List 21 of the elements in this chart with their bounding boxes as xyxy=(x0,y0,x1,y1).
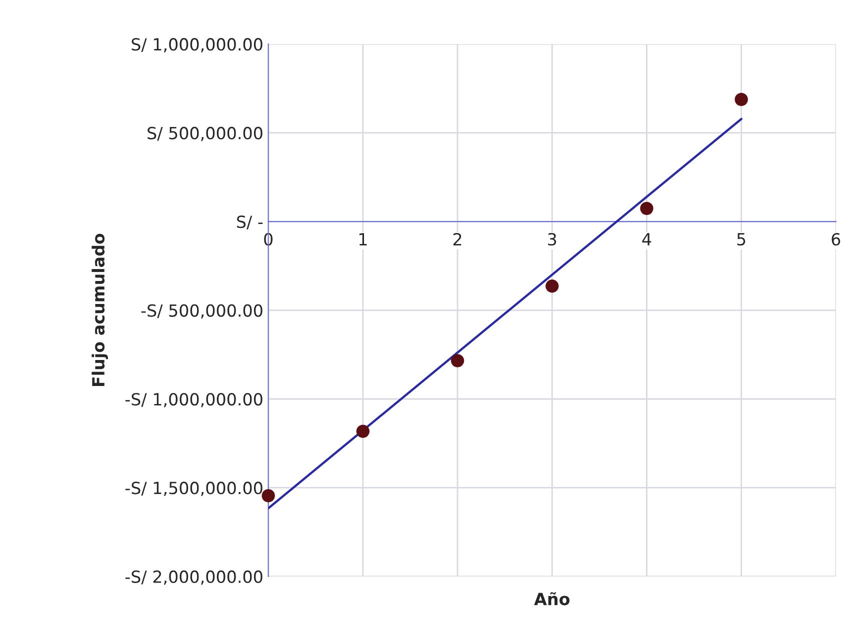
x-tick-label: 3 xyxy=(548,232,556,246)
point xyxy=(734,92,748,106)
y-tick-label: S/ 500,000.00 xyxy=(148,126,262,142)
x-tick-label: 5 xyxy=(737,233,746,246)
point xyxy=(640,202,654,216)
point xyxy=(356,424,370,438)
x-tick-label: 6 xyxy=(832,232,840,246)
point xyxy=(450,354,464,368)
y-tick-label: -S/ 500,000.00 xyxy=(141,304,262,319)
point xyxy=(546,280,559,293)
y-tick-label: -S/ 1,000,000.00 xyxy=(125,392,262,408)
x-tick-label: 2 xyxy=(453,232,462,246)
x-axis-title: Año xyxy=(534,592,570,606)
y-axis-title: Flujo acumulado xyxy=(92,234,108,386)
y-tick-label: S/ 1,000,000.00 xyxy=(132,38,262,52)
y-tick-label: -S/ 2,000,000.00 xyxy=(125,570,262,585)
x-tick-label: 1 xyxy=(359,233,367,246)
point xyxy=(262,489,275,502)
x-tick-label: 4 xyxy=(642,233,652,246)
y-tick-label: S/ - xyxy=(237,216,263,230)
y-tick-label: -S/ 1,500,000.00 xyxy=(125,482,262,496)
